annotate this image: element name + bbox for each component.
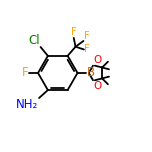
Text: NH₂: NH₂: [16, 98, 39, 111]
Text: F: F: [84, 45, 90, 54]
Text: F: F: [71, 28, 77, 37]
Text: B: B: [86, 66, 95, 79]
Text: F: F: [84, 31, 90, 41]
Text: F: F: [22, 66, 28, 79]
Text: O: O: [93, 81, 102, 91]
Text: O: O: [93, 55, 102, 65]
Text: Cl: Cl: [29, 34, 40, 47]
